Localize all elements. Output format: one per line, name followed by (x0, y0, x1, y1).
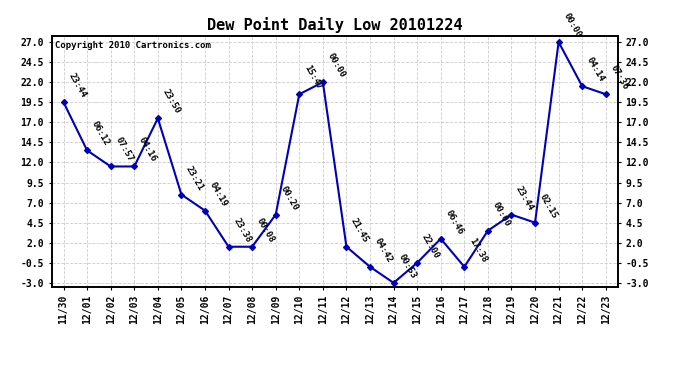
Text: 07:57: 07:57 (113, 136, 135, 164)
Text: 22:00: 22:00 (420, 232, 441, 260)
Text: 23:44: 23:44 (514, 184, 535, 212)
Text: 23:21: 23:21 (184, 164, 206, 192)
Text: 23:38: 23:38 (231, 216, 253, 244)
Text: 00:00: 00:00 (491, 200, 512, 228)
Text: 23:50: 23:50 (161, 88, 182, 116)
Text: 00:08: 00:08 (255, 216, 276, 244)
Text: 00:00: 00:00 (562, 12, 582, 39)
Text: 00:00: 00:00 (326, 52, 347, 80)
Text: 17:38: 17:38 (467, 236, 489, 264)
Text: 04:16: 04:16 (137, 136, 158, 164)
Text: 02:15: 02:15 (538, 192, 559, 220)
Text: 06:12: 06:12 (90, 120, 111, 148)
Text: 04:14: 04:14 (585, 56, 607, 83)
Text: 21:45: 21:45 (349, 216, 371, 244)
Text: 23:44: 23:44 (66, 72, 88, 99)
Text: 00:20: 00:20 (279, 184, 299, 212)
Text: 04:19: 04:19 (208, 180, 229, 208)
Text: Copyright 2010 Cartronics.com: Copyright 2010 Cartronics.com (55, 40, 210, 50)
Text: 04:42: 04:42 (373, 236, 394, 264)
Text: 00:53: 00:53 (396, 252, 417, 280)
Text: 07:36: 07:36 (609, 64, 630, 92)
Text: 15:47: 15:47 (302, 64, 324, 92)
Title: Dew Point Daily Low 20101224: Dew Point Daily Low 20101224 (207, 17, 462, 33)
Text: 06:46: 06:46 (444, 208, 465, 236)
